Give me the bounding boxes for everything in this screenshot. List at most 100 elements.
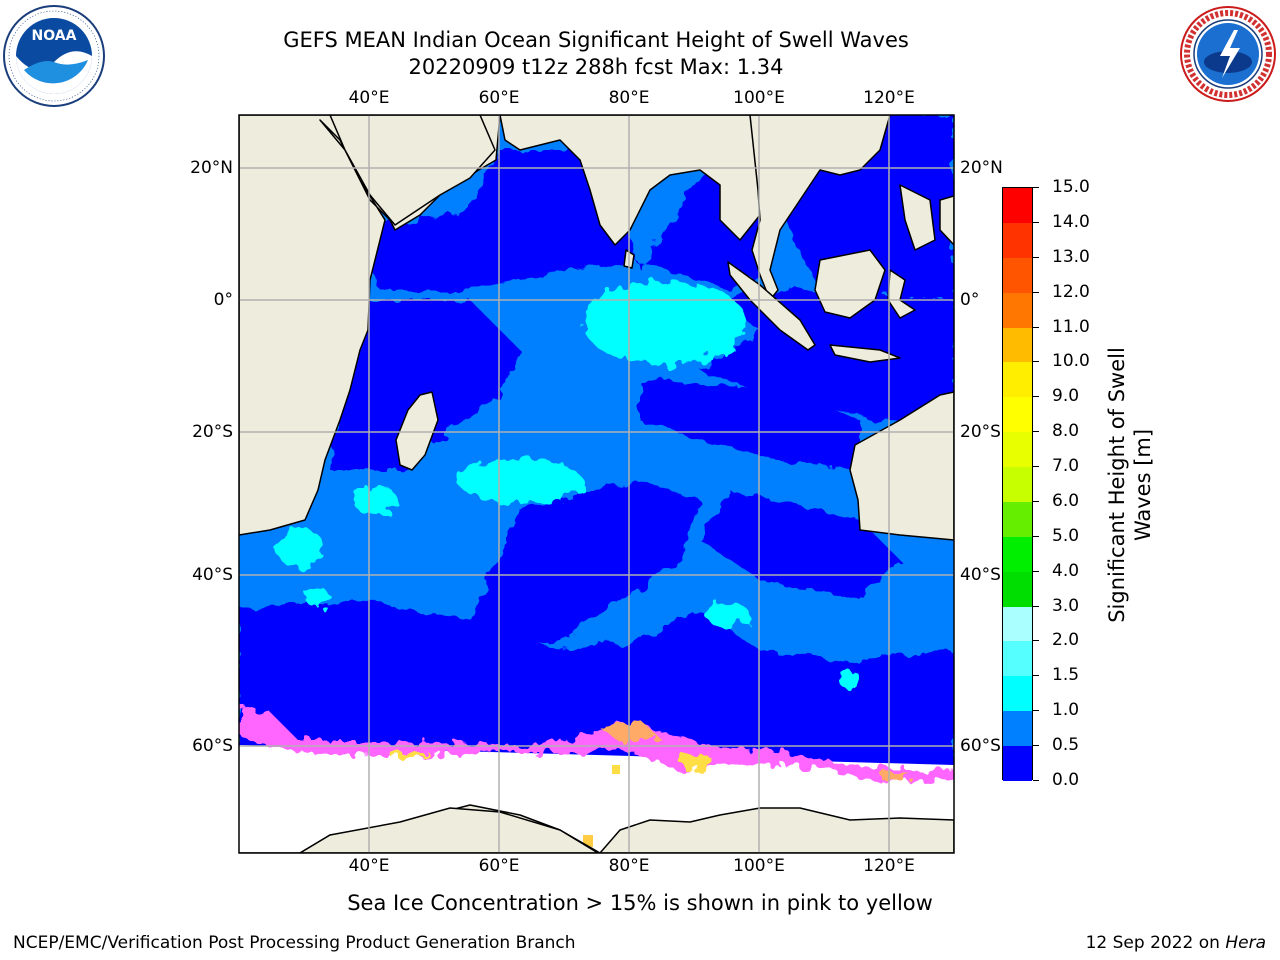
sea-ice-edge: [239, 708, 954, 782]
colorbar-tick-label: 5.0: [1052, 525, 1080, 546]
map-field: [239, 115, 954, 853]
indochina-landmass: [749, 115, 891, 301]
footer-date-text: 12 Sep 2022 on: [1085, 933, 1226, 953]
colorbar-tick: [1033, 640, 1039, 642]
colorbar-tick: [1033, 570, 1039, 572]
colorbar-tick: [1033, 535, 1039, 537]
lat-tick-left: 20°S: [192, 422, 233, 442]
colorbar-tick-label: 0.0: [1052, 770, 1080, 790]
low-swell-east: [700, 290, 954, 430]
colorbar-tick-label: 11.0: [1052, 316, 1090, 337]
nws-logo-icon: [1180, 6, 1276, 102]
lat-tick-right: 0°: [960, 290, 980, 310]
colorbar-tick: [1033, 605, 1039, 607]
colorbar-tick-label: 10.0: [1052, 351, 1090, 372]
colorbar-tick: [1033, 710, 1039, 712]
colorbar-tick-label: 14.0: [1052, 211, 1090, 232]
svg-text:NOAA: NOAA: [32, 28, 77, 44]
colorbar-segment: [1003, 606, 1032, 642]
colorbar-tick-label: 0.5: [1052, 735, 1080, 756]
colorbar-tick-label: 12.0: [1052, 281, 1090, 302]
colorbar-tick-label: 3.0: [1052, 595, 1080, 616]
lon-tick-top: 60°E: [478, 88, 520, 108]
colorbar-segment: [1003, 711, 1032, 747]
lon-tick-bottom: 100°E: [733, 856, 785, 876]
footer-host: Hera: [1225, 933, 1266, 953]
chart-title-line1: GEFS MEAN Indian Ocean Significant Heigh…: [283, 28, 909, 52]
colorbar-tick: [1033, 187, 1039, 188]
colorbar-tick: [1033, 361, 1039, 363]
colorbar-tick-label: 13.0: [1052, 246, 1090, 267]
low-swell-west: [330, 300, 520, 470]
noaa-logo-icon: NOAA: [3, 5, 105, 107]
colorbar-tick-label: 15.0: [1052, 177, 1090, 197]
colorbar-segment: [1003, 432, 1032, 468]
colorbar-tick-label: 9.0: [1052, 386, 1080, 407]
arabia-landmass: [329, 115, 496, 226]
caption-text: Sea Ice Concentration > 15% is shown in …: [347, 891, 933, 915]
colorbar-tick-label: 6.0: [1052, 490, 1080, 511]
colorbar-tick: [1033, 780, 1039, 781]
lat-tick-left: 60°S: [192, 736, 233, 756]
colorbar-tick: [1033, 466, 1039, 468]
colorbar-tick: [1033, 396, 1039, 398]
colorbar-title: Significant Height of Swell Waves [m]: [1104, 347, 1156, 623]
colorbar-tick: [1033, 431, 1039, 433]
australia-landmass: [849, 391, 954, 541]
lat-tick-right: 20°S: [960, 422, 1001, 442]
colorbar-segment: [1003, 467, 1032, 503]
colorbar-segment: [1003, 676, 1032, 712]
colorbar-tick: [1033, 326, 1039, 328]
low-swell-north: [360, 150, 760, 290]
colorbar-segment: [1003, 188, 1032, 224]
lon-tick-bottom: 120°E: [863, 856, 915, 876]
colorbar-tick: [1033, 675, 1039, 677]
colorbar-segment: [1003, 746, 1032, 782]
lat-tick-right: 60°S: [960, 736, 1001, 756]
sumatra-landmass: [727, 261, 816, 351]
caption: Sea Ice Concentration > 15% is shown in …: [0, 891, 1280, 915]
lat-tick-left: 20°N: [190, 158, 233, 178]
footer-credit: NCEP/EMC/Verification Post Processing Pr…: [13, 933, 576, 953]
colorbar-segment: [1003, 257, 1032, 294]
lon-tick-top: 40°E: [348, 88, 390, 108]
colorbar-segment: [1003, 362, 1032, 398]
chart-title-line2: 20220909 t12z 288h fcst Max: 1.34: [408, 55, 784, 79]
colorbar-tick-label: 7.0: [1052, 456, 1080, 477]
high-swell-equator: [583, 281, 747, 365]
madagascar-landmass: [395, 391, 439, 471]
colorbar-title-line2: Waves [m]: [1131, 428, 1155, 542]
lon-tick-bottom: 40°E: [348, 856, 390, 876]
map-frame: [238, 114, 955, 854]
colorbar-tick: [1033, 256, 1039, 258]
colorbar-title-line1: Significant Height of Swell: [1105, 347, 1129, 623]
colorbar-tick: [1033, 291, 1039, 293]
colorbar-segment: [1003, 571, 1032, 608]
colorbar-tick: [1033, 221, 1039, 223]
lon-tick-top: 80°E: [608, 88, 650, 108]
colorbar-segment: [1003, 501, 1032, 538]
lon-tick-top: 100°E: [733, 88, 785, 108]
colorbar-tick-label: 1.0: [1052, 700, 1080, 721]
lon-tick-top: 120°E: [863, 88, 915, 108]
colorbar-tick: [1033, 745, 1039, 747]
colorbar-segment: [1003, 641, 1032, 677]
colorbar-segment: [1003, 292, 1032, 329]
colorbar-segment: [1003, 222, 1032, 259]
lon-tick-bottom: 80°E: [608, 856, 650, 876]
gridlines: [239, 115, 954, 853]
colorbar-tick-label: 1.5: [1052, 665, 1080, 686]
lat-tick-left: 40°S: [192, 565, 233, 585]
footer-date: 12 Sep 2022 on Hera: [1086, 933, 1266, 953]
colorbar-tick: [1033, 500, 1039, 502]
colorbar-segment: [1003, 397, 1032, 433]
colorbar-tick-label: 2.0: [1052, 630, 1080, 651]
lon-tick-bottom: 60°E: [478, 856, 520, 876]
lat-tick-left: 0°: [213, 290, 233, 310]
borneo-landmass: [814, 249, 886, 319]
low-swell-south: [239, 600, 954, 770]
colorbar: [1002, 187, 1033, 782]
lat-tick-right: 40°S: [960, 565, 1001, 585]
colorbar-tick-label: 4.0: [1052, 560, 1080, 581]
